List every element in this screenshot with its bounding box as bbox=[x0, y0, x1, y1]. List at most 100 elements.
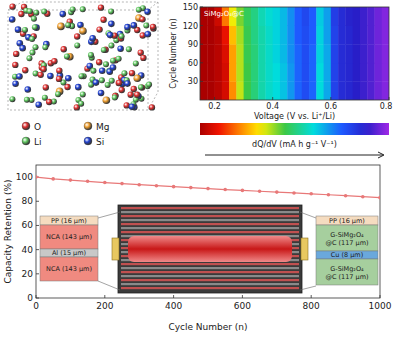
heat-cell bbox=[302, 81, 310, 100]
series-group bbox=[36, 175, 380, 199]
atom bbox=[140, 55, 146, 61]
heat-cell bbox=[207, 81, 215, 100]
legend-swatch bbox=[22, 122, 30, 130]
heat-cell bbox=[316, 26, 324, 45]
series-marker bbox=[241, 189, 245, 193]
heat-cell bbox=[324, 44, 332, 63]
layer-stripe bbox=[121, 215, 299, 217]
legend-label: O bbox=[34, 122, 41, 132]
atom bbox=[15, 26, 22, 33]
legend-swatch bbox=[22, 137, 30, 145]
heat-cell bbox=[353, 26, 361, 45]
series-line bbox=[36, 177, 380, 198]
layer bbox=[40, 216, 98, 225]
y-tick bbox=[200, 62, 203, 63]
series-marker bbox=[172, 185, 176, 189]
y-tick-label: 120 bbox=[183, 22, 198, 31]
atom bbox=[124, 24, 131, 31]
atom bbox=[22, 27, 28, 33]
heat-cell bbox=[382, 26, 389, 45]
series-marker bbox=[378, 196, 380, 200]
y-tick bbox=[200, 44, 203, 45]
atom bbox=[131, 22, 138, 29]
heat-cell bbox=[207, 44, 215, 63]
atom bbox=[116, 80, 122, 86]
heat-cell bbox=[229, 63, 237, 82]
atom bbox=[136, 7, 142, 13]
atom bbox=[9, 16, 16, 23]
atom bbox=[61, 46, 67, 52]
y-tick-label: 100 bbox=[16, 172, 33, 182]
atom bbox=[78, 73, 84, 79]
plot-frame bbox=[200, 7, 389, 100]
heat-cell bbox=[236, 63, 244, 82]
plot-frame bbox=[36, 165, 380, 298]
atom bbox=[19, 45, 26, 52]
atom bbox=[65, 75, 72, 82]
atom bbox=[46, 99, 52, 105]
heat-cell bbox=[236, 26, 244, 45]
atom bbox=[75, 84, 82, 91]
heat-cell bbox=[367, 7, 375, 26]
figure: OMgLiSi0.20.40.60.8306090120150SiMg₂O₄@C… bbox=[0, 0, 394, 339]
heat-cell bbox=[287, 44, 295, 63]
atom bbox=[103, 96, 111, 104]
series-marker bbox=[36, 175, 38, 179]
y-tick-label: 90 bbox=[188, 40, 198, 49]
heat-cell bbox=[273, 44, 281, 63]
series-marker bbox=[155, 184, 159, 188]
atom bbox=[126, 46, 132, 52]
y-tick bbox=[200, 81, 203, 82]
atom bbox=[27, 8, 33, 14]
layer bbox=[316, 225, 378, 251]
atom bbox=[24, 86, 31, 93]
layer bbox=[40, 249, 98, 257]
atom bbox=[9, 96, 15, 102]
atom bbox=[65, 22, 71, 28]
heat-cell bbox=[207, 63, 215, 82]
heat-cell bbox=[244, 44, 252, 63]
heat-cell bbox=[374, 26, 382, 45]
atom bbox=[99, 77, 105, 83]
atom bbox=[124, 80, 131, 87]
heat-cell bbox=[280, 26, 288, 45]
heat-cell bbox=[309, 44, 317, 63]
heat-cell bbox=[265, 44, 273, 63]
y-tick bbox=[36, 273, 39, 274]
atom bbox=[88, 52, 94, 58]
atom bbox=[56, 67, 62, 73]
series-marker bbox=[189, 186, 193, 190]
heat-cell bbox=[382, 7, 389, 26]
y-tick-label: 80 bbox=[22, 196, 34, 206]
heat-cell bbox=[367, 26, 375, 45]
legend-label: Si bbox=[96, 137, 104, 147]
atom bbox=[108, 8, 114, 14]
series-marker bbox=[309, 192, 313, 196]
series-marker bbox=[327, 193, 331, 197]
atom bbox=[116, 80, 122, 86]
heat-cell bbox=[215, 44, 223, 63]
heat-cell bbox=[295, 81, 303, 100]
heat-cell bbox=[338, 26, 346, 45]
atom bbox=[145, 31, 152, 38]
x-tick bbox=[380, 295, 381, 298]
atom bbox=[98, 90, 105, 97]
y-tick bbox=[36, 298, 39, 299]
heat-cell bbox=[302, 7, 310, 26]
heat-cell bbox=[367, 44, 375, 63]
atom bbox=[80, 91, 86, 97]
y-tick-label: 40 bbox=[22, 245, 34, 255]
heat-cell bbox=[374, 81, 382, 100]
heat-cell bbox=[273, 26, 281, 45]
y-tick bbox=[36, 249, 39, 250]
atom bbox=[108, 21, 115, 28]
heat-cell bbox=[273, 63, 281, 82]
heat-cell bbox=[324, 81, 332, 100]
heat-cell bbox=[331, 44, 339, 63]
atom bbox=[134, 74, 142, 82]
cell-box-edge bbox=[8, 2, 158, 110]
x-tick-label: 800 bbox=[303, 301, 320, 311]
heat-cell bbox=[251, 63, 259, 82]
layer-stripe bbox=[121, 223, 299, 225]
x-tick bbox=[104, 295, 105, 298]
